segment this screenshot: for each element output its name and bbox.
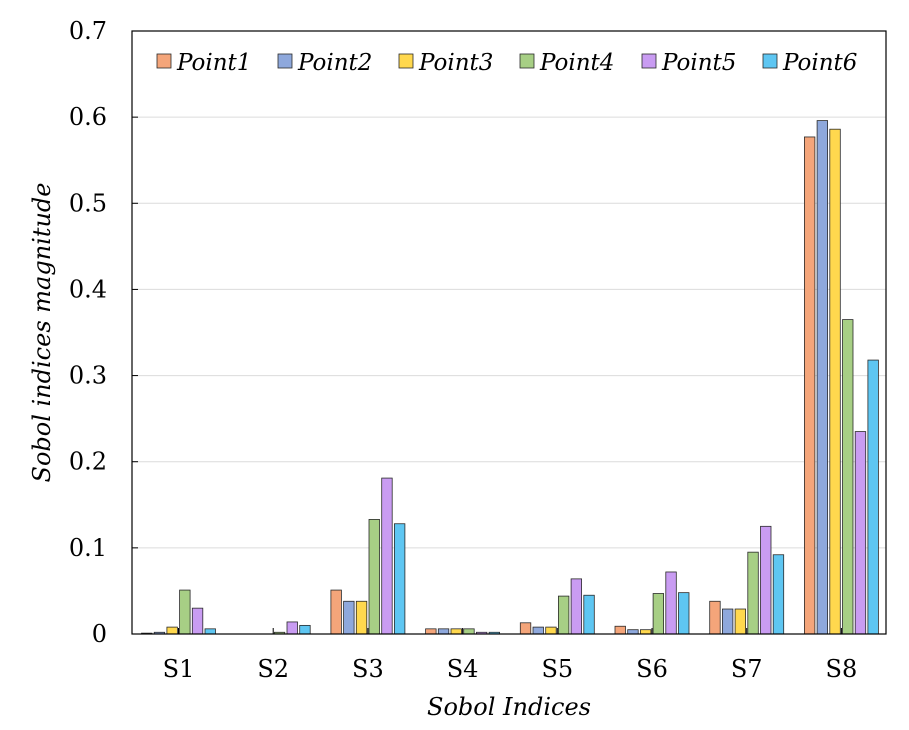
grid-lines [132,116,886,549]
x-tick-label: S1 [163,655,195,683]
bar-point4-s3 [368,519,380,635]
bar-point1-s5 [519,622,532,635]
bar-point6-s5 [583,594,595,635]
bar-point5-s1 [191,607,204,635]
y-tick-label: 0.3 [69,362,107,390]
bar-point6-s6 [678,592,690,635]
bar-point4-s4 [463,628,475,635]
x-tick-label: S8 [826,655,858,683]
y-axis-ticks: 0 0.1 0.2 0.3 0.4 0.5 0.6 0.7 [69,17,138,648]
legend-swatch-point2 [277,53,293,69]
bar-point2-s4 [437,628,450,635]
bar-point2-s7 [722,608,734,635]
y-tick-label: 0.2 [69,448,107,476]
bar-point5-s7 [760,525,772,635]
y-tick-label: 0 [92,620,107,648]
bar-point6-s3 [393,523,406,635]
legend-swatch-point4 [519,53,535,69]
bar-point4-s7 [747,551,759,635]
legend: Point1 Point2 Point3 Point4 Point5 Point6 [156,50,857,76]
bar-point5-s5 [570,578,582,635]
bar-point4-s5 [558,595,570,635]
bar-point6-s1 [204,628,216,635]
bar-point3-s3 [355,600,368,635]
x-tick-label: S5 [541,655,573,683]
legend-swatch-point1 [156,53,172,69]
bar-point1-s3 [330,589,342,635]
y-tick-label: 0.4 [69,275,107,303]
x-tick-label: S7 [731,655,763,683]
bar-point1-s7 [709,600,721,635]
bar-point2-s8 [816,120,828,635]
bar-point5-s3 [381,477,393,635]
bar-point3-s7 [734,608,746,635]
bar-point6-s7 [772,554,785,635]
bar-point4-s6 [652,593,664,635]
x-tick-label: S4 [447,655,479,683]
bar-point5-s8 [854,431,867,635]
bar-point6-s2 [299,624,311,635]
bar-point3-s6 [640,629,652,635]
legend-label-point2: Point2 [297,50,372,76]
bar-point5-s2 [286,621,298,635]
legend-label-point6: Point6 [782,50,857,76]
x-tick-label: S2 [257,655,289,683]
x-axis-ticks: S1 S2 S3 S4 S5 S6 S7 S8 [163,628,858,683]
y-axis-title: Sobol indices magnitude [28,183,56,483]
y-tick-label: 0.5 [69,189,107,217]
y-tick-label: 0.1 [69,534,107,562]
bar-point1-s4 [425,628,437,635]
legend-label-point5: Point5 [661,50,736,76]
bar-point3-s5 [545,626,557,635]
bar-point2-s6 [627,629,639,635]
legend-swatch-point3 [398,53,414,69]
bar-point3-s4 [450,628,462,635]
legend-label-point1: Point1 [176,50,251,76]
x-tick-label: S3 [352,655,384,683]
bar-point2-s5 [532,626,544,635]
bar-point2-s3 [343,600,355,635]
bar-point3-s1 [166,626,178,635]
plot-frame [131,30,887,635]
bar-point4-s1 [179,589,191,635]
legend-swatch-point5 [641,53,657,69]
bar-point5-s6 [665,571,677,635]
y-tick-label: 0.7 [69,17,107,45]
x-tick-label: S6 [636,655,668,683]
legend-swatch-point6 [762,53,778,69]
legend-label-point4: Point4 [539,50,614,76]
bar-point4-s8 [842,319,854,635]
bar-point6-s8 [867,359,879,635]
legend-label-point3: Point3 [418,50,493,76]
y-tick-label: 0.6 [69,103,107,131]
bar-point1-s8 [804,136,816,635]
bars-group [141,120,879,635]
x-axis-title: Sobol Indices [427,693,591,721]
bar-point3-s8 [829,128,841,635]
bar-point1-s6 [614,625,626,635]
